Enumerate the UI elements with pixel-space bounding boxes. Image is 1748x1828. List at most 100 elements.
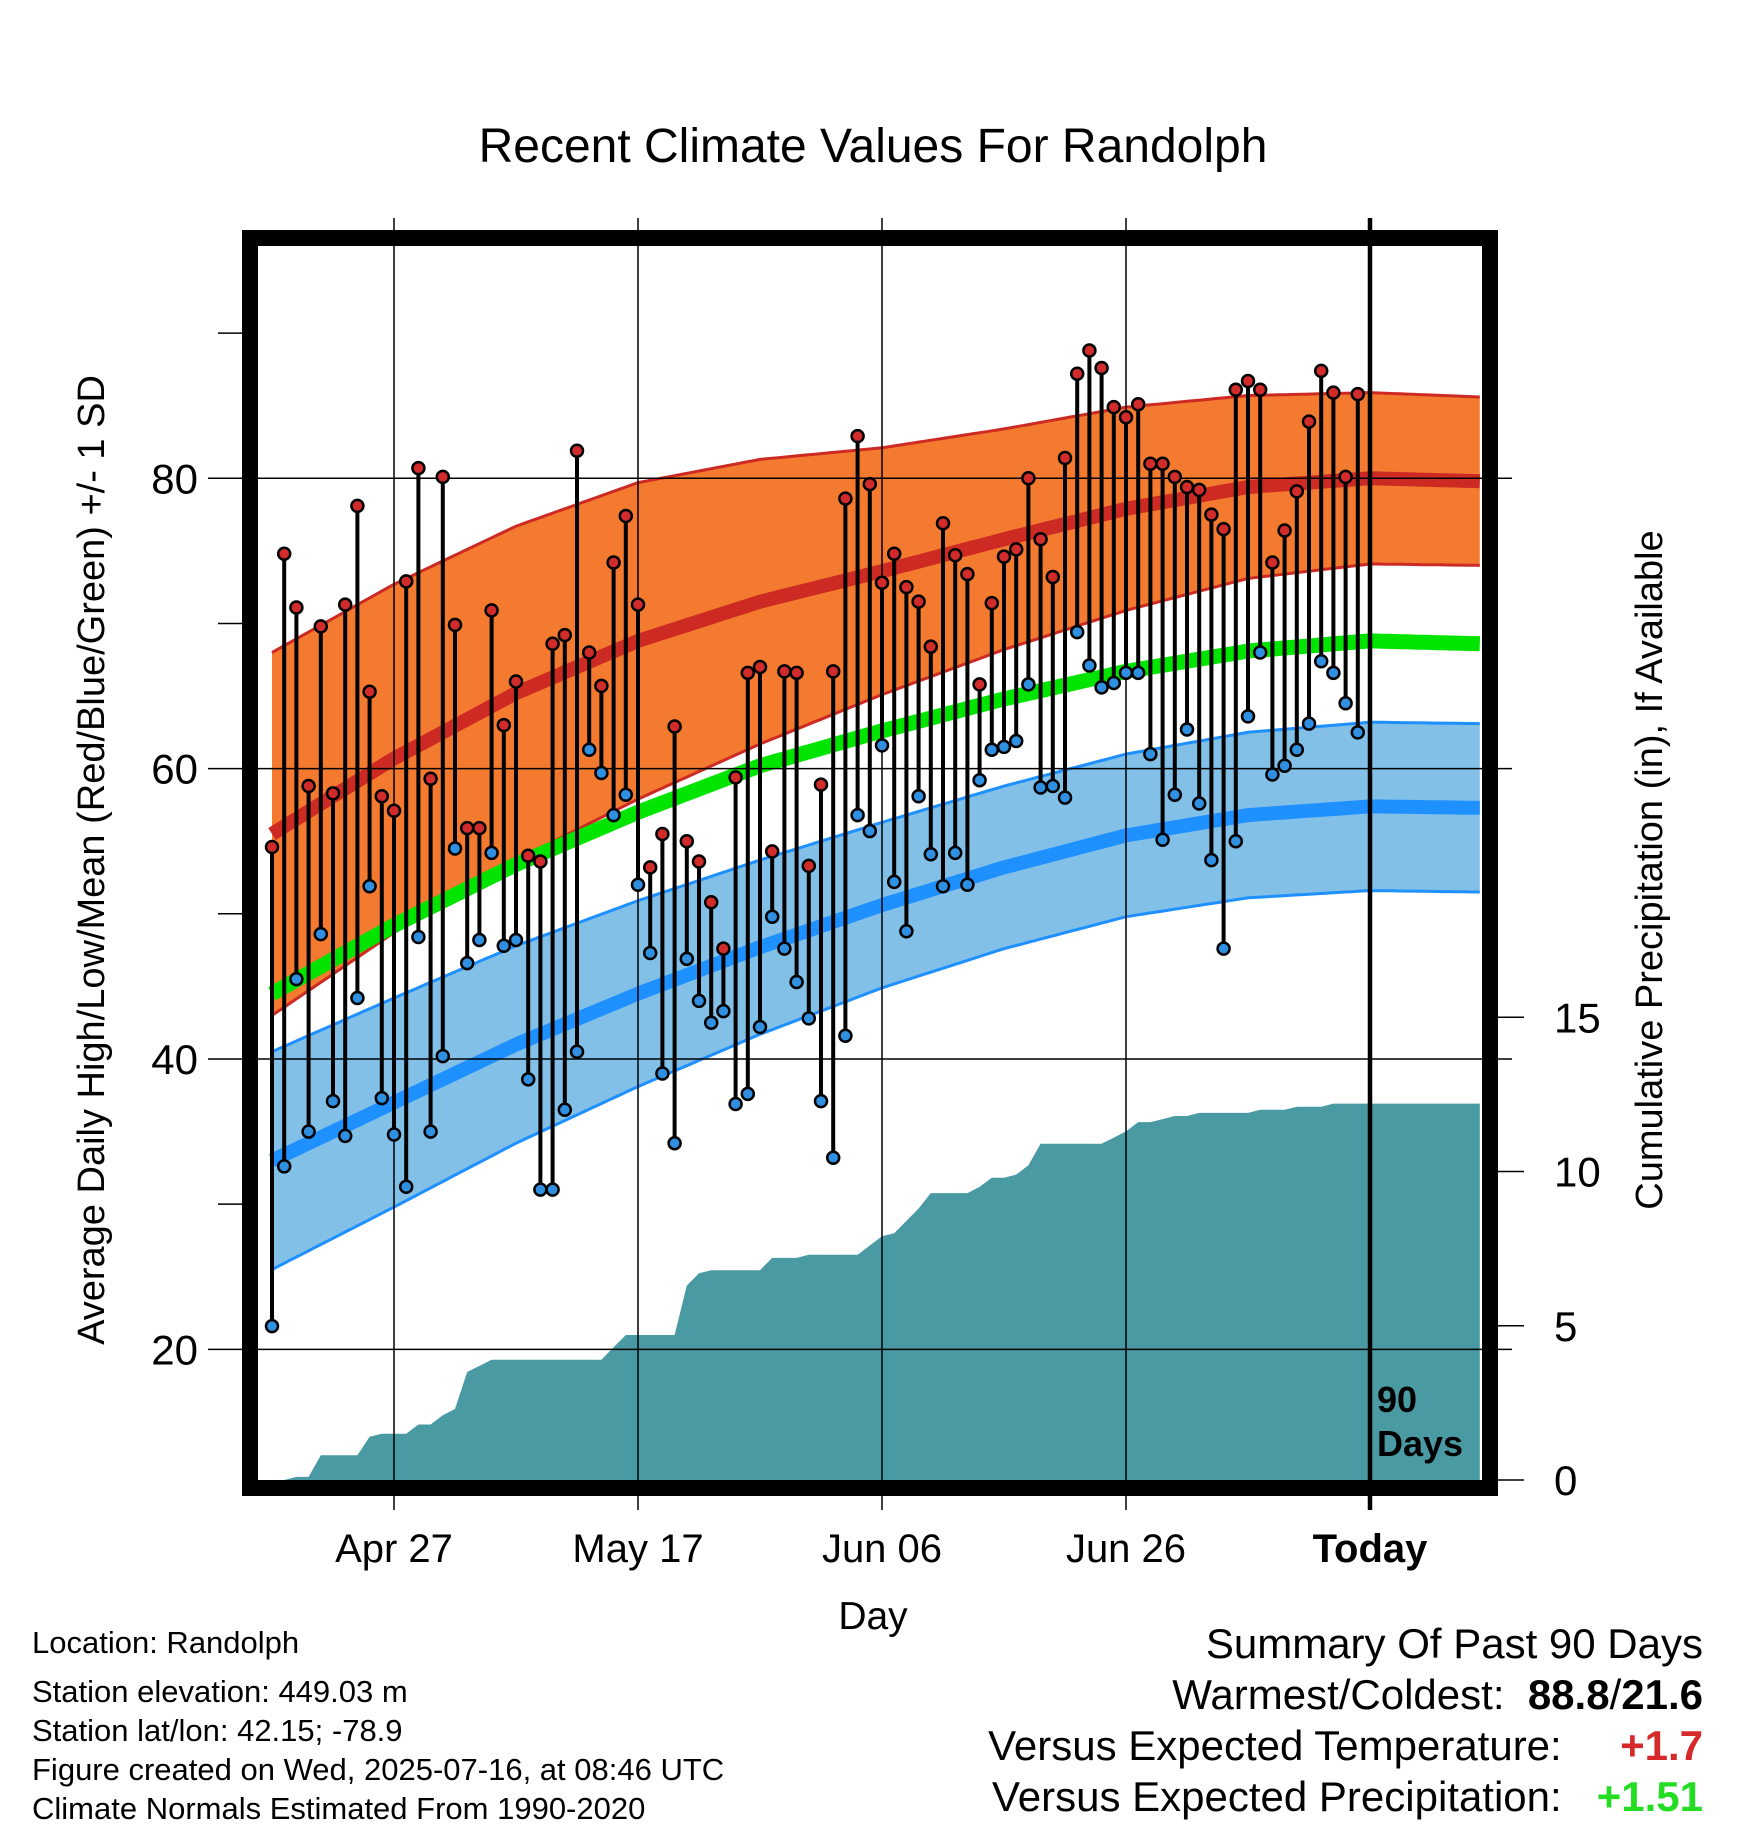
y2-tick-label: 10 — [1554, 1149, 1601, 1196]
low-point — [1008, 733, 1024, 749]
low-point — [947, 845, 963, 861]
days-marker-label: 90 Days — [1377, 1379, 1463, 1464]
days-marker-line: Days — [1377, 1423, 1463, 1464]
low-point — [350, 990, 365, 1006]
low-point — [679, 951, 695, 967]
created-text: Figure created on Wed, 2025-07-16, at 08… — [32, 1752, 725, 1787]
high-point — [545, 636, 560, 652]
high-point — [337, 597, 353, 612]
high-point — [1021, 471, 1036, 486]
high-point — [752, 659, 768, 675]
high-point — [947, 547, 963, 563]
low-point — [1106, 675, 1122, 691]
high-point — [1033, 532, 1048, 547]
x-tick-label: Today — [1313, 1527, 1429, 1571]
low-point — [447, 841, 463, 856]
high-point — [1155, 456, 1170, 472]
chart-title: Recent Climate Values For Randolph — [479, 120, 1268, 173]
low-point — [655, 1066, 670, 1081]
low-point — [984, 742, 1000, 758]
low-point — [581, 742, 597, 758]
high-point — [472, 820, 487, 836]
low-point — [496, 938, 512, 954]
high-point — [1216, 521, 1231, 537]
plot-frame: 90 Days — [242, 218, 1498, 1510]
low-point — [935, 878, 951, 894]
high-point — [777, 664, 792, 679]
high-point — [838, 491, 853, 506]
low-point — [1033, 780, 1048, 795]
y2-tick-label: 5 — [1554, 1303, 1577, 1350]
high-point — [691, 854, 707, 869]
low-point — [520, 1072, 536, 1087]
low-point — [813, 1093, 829, 1109]
high-point — [276, 546, 292, 562]
low-point — [1252, 645, 1268, 660]
high-point — [447, 617, 463, 633]
low-point — [960, 877, 975, 893]
high-point — [569, 443, 585, 458]
high-point — [1204, 507, 1219, 522]
high-point — [1338, 469, 1353, 485]
high-point — [459, 820, 475, 836]
high-point — [1057, 450, 1073, 466]
high-point — [435, 469, 451, 485]
low-point — [1143, 746, 1158, 762]
high-point — [886, 546, 902, 562]
plot-border — [242, 230, 1498, 1496]
axes: 20 40 60 80 0 5 10 15 Apr 27 May 17 Jun 06 Jun 26 To… — [151, 332, 1601, 1571]
low-point — [630, 877, 646, 893]
low-point — [972, 772, 987, 788]
low-point — [996, 739, 1012, 755]
high-point — [496, 717, 512, 733]
low-point — [777, 941, 792, 956]
high-point — [740, 665, 756, 681]
low-point — [850, 807, 865, 823]
temp-value: +1.7 — [1620, 1722, 1703, 1769]
high-point — [984, 595, 1000, 611]
high-point — [935, 516, 951, 531]
high-point — [386, 803, 402, 818]
low-point — [1094, 680, 1109, 695]
observations — [264, 343, 1366, 1334]
high-point — [801, 858, 817, 874]
high-point — [423, 771, 438, 787]
days-marker-line: 90 — [1377, 1379, 1417, 1420]
normals-text: Climate Normals Estimated From 1990-2020 — [32, 1791, 646, 1826]
high-point — [728, 770, 743, 785]
high-point — [1167, 469, 1183, 485]
warmest-value: 88.8 — [1527, 1671, 1610, 1718]
high-point — [350, 498, 365, 514]
high-normal-upper-edge — [271, 391, 1480, 654]
low-point — [289, 971, 304, 987]
high-point — [374, 788, 390, 804]
y-tick-label: 60 — [151, 746, 198, 793]
low-point — [374, 1090, 390, 1106]
low-normal-mean-line — [268, 799, 1480, 1167]
high-point — [1191, 482, 1207, 498]
extremes-slash: / — [1609, 1671, 1622, 1718]
low-point — [1021, 677, 1036, 692]
low-point — [886, 874, 902, 890]
high-point — [655, 826, 670, 842]
low-point — [276, 1159, 292, 1174]
low-point — [899, 923, 914, 939]
high-point — [618, 508, 634, 524]
low-point — [594, 765, 609, 781]
temp-label: Versus Expected Temperature: — [988, 1722, 1562, 1769]
high-point — [1240, 373, 1256, 389]
high-point — [313, 619, 329, 634]
high-point — [301, 778, 316, 794]
low-point — [411, 929, 426, 945]
location-text: Location: Randolph — [32, 1625, 300, 1660]
high-point — [1045, 569, 1061, 585]
high-point — [960, 566, 975, 582]
high-point — [667, 719, 682, 734]
high-point — [1277, 523, 1292, 538]
high-point — [1265, 555, 1280, 570]
x-tick-label: Jun 06 — [822, 1527, 942, 1571]
high-point — [703, 894, 719, 910]
high-point — [972, 677, 987, 692]
y2-tick-label: 0 — [1554, 1457, 1577, 1504]
